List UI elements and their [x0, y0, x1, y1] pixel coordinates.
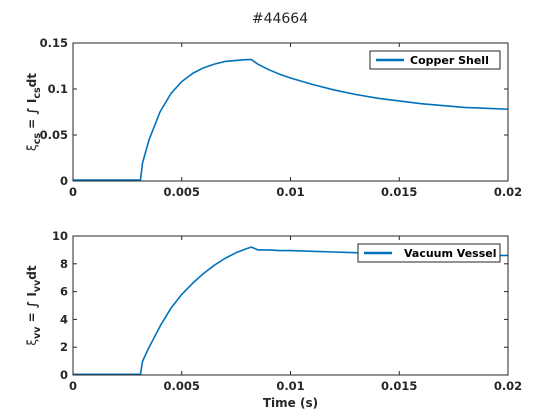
x-tick-label: 0.015 — [381, 379, 417, 393]
x-axis-label: Time (s) — [263, 396, 318, 410]
y-tick-label: 0 — [60, 174, 68, 188]
y-tick-label: 8 — [60, 257, 68, 271]
x-tick-label: 0.005 — [164, 185, 200, 199]
legend-label: Vacuum Vessel — [404, 247, 497, 260]
x-tick-label: 0.02 — [494, 185, 522, 199]
figure-title: #44664 — [252, 11, 308, 27]
y-tick-label: 6 — [60, 285, 68, 299]
x-tick-label: 0 — [69, 185, 77, 199]
y-axis-label: ξvv = ∫ Ivvdt — [25, 265, 43, 345]
x-tick-label: 0.015 — [381, 185, 417, 199]
legend-label: Copper Shell — [410, 54, 489, 67]
legend-box — [357, 243, 501, 263]
x-tick-label: 0 — [69, 379, 77, 393]
y-tick-label: 0.15 — [40, 36, 68, 50]
copper-shell-axes: 0 0.005 0.01 0.015 0.02 0 0.05 0.1 0.15 ξcs = ∫ I… — [25, 36, 522, 199]
x-tick-label: 0.01 — [276, 379, 304, 393]
x-tick-label: 0.02 — [494, 379, 522, 393]
x-tick-label: 0.005 — [164, 379, 200, 393]
series-line — [73, 58, 509, 181]
y-tick-label: 0.05 — [40, 128, 68, 142]
y-tick-label: 4 — [60, 312, 68, 326]
y-tick-label: 0 — [60, 368, 68, 382]
legend-box — [369, 50, 501, 70]
legend: Vacuum Vessel — [357, 243, 501, 263]
y-tick-label: 2 — [60, 340, 68, 354]
x-tick-label: 0.01 — [276, 185, 304, 199]
y-tick-label: 0.1 — [48, 82, 68, 96]
y-tick-label: 10 — [52, 229, 68, 243]
y-axis-label: ξcs = ∫ Icsdt — [25, 73, 43, 151]
legend: Copper Shell — [369, 50, 501, 70]
vacuum-vessel-axes: 0 0.005 0.01 0.015 0.02 0 2 4 6 8 10 Time (s) ξvv = … — [25, 229, 522, 410]
